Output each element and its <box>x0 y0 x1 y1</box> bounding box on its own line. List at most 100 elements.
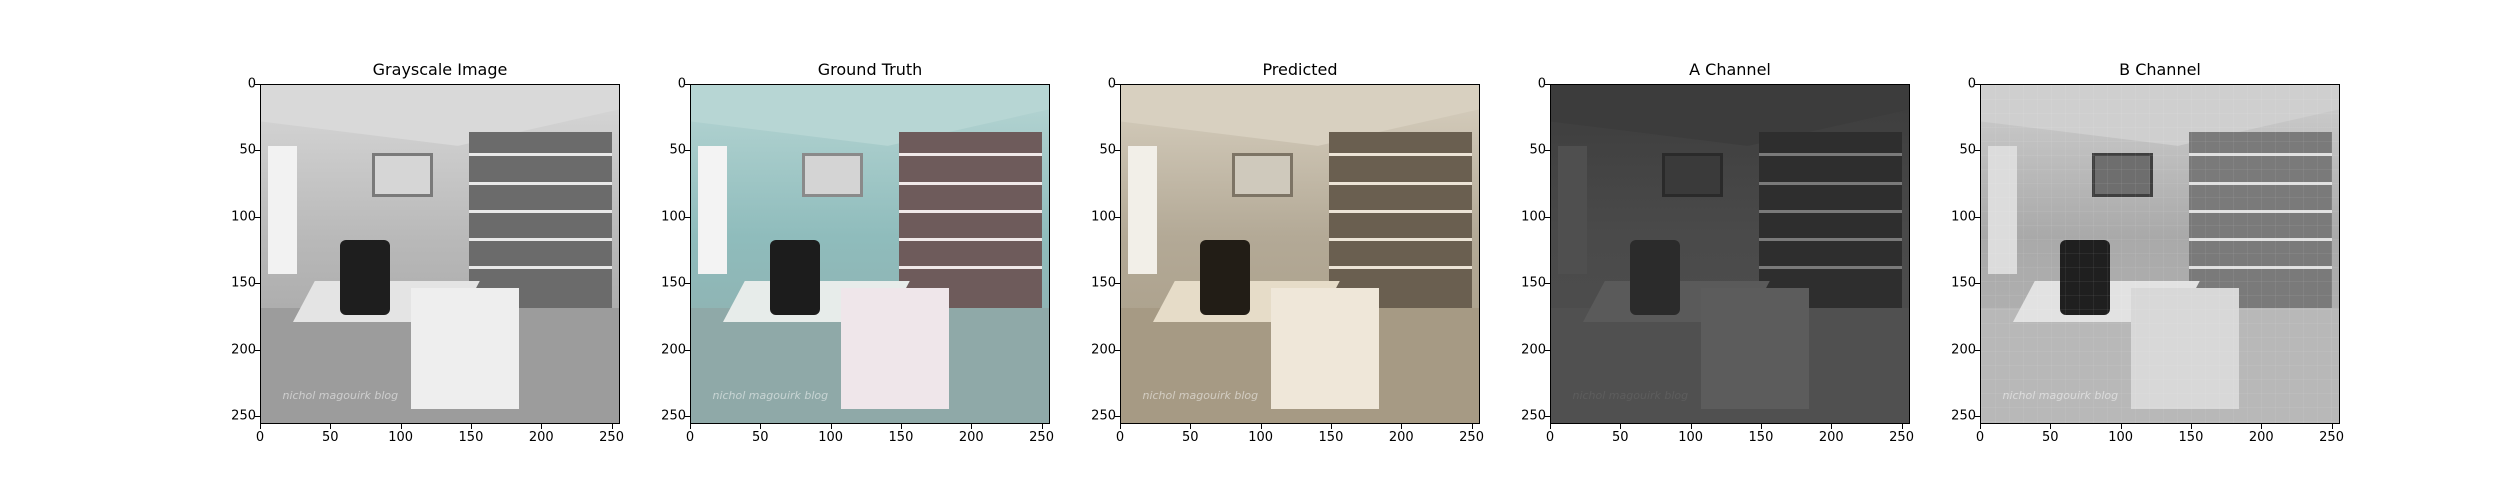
shelf-line <box>898 265 1042 269</box>
y-tick-label: 100 <box>1091 209 1116 225</box>
shelf-line <box>1328 209 1472 213</box>
y-tick-label: 150 <box>1091 275 1116 291</box>
x-tick-mark <box>2261 424 2263 429</box>
x-tick-mark <box>900 424 902 429</box>
x-tick-label: 100 <box>388 430 414 445</box>
y-tick-mark <box>1115 283 1120 285</box>
shelf-line <box>1758 265 1902 269</box>
panel-grayscale: Grayscale Image nichol magouirk blog 0 50 10… <box>231 60 624 450</box>
y-tick-mark <box>685 283 690 285</box>
shelf-line <box>1758 153 1902 157</box>
shelf-line <box>468 209 612 213</box>
y-tick-mark <box>685 84 690 85</box>
x-tick-mark <box>830 424 832 429</box>
y-tick-label: 250 <box>231 408 256 424</box>
watermark: nichol magouirk blog <box>282 389 399 403</box>
y-tick-label: 250 <box>1521 408 1546 424</box>
y-tick-label: 100 <box>661 209 686 225</box>
room-scene: nichol magouirk blog <box>1551 85 1909 423</box>
chair <box>1629 240 1680 315</box>
x-tick-mark <box>1980 424 1981 429</box>
shelf-line <box>2188 153 2332 157</box>
x-tick-label: 250 <box>2319 430 2344 445</box>
shelf-line <box>2188 265 2332 269</box>
shelving-unit <box>2188 132 2332 309</box>
x-tick-mark <box>2190 424 2192 429</box>
x-tick-label: 50 <box>1612 430 1629 445</box>
x-tick-mark <box>470 424 472 429</box>
y-tick-mark <box>1115 216 1120 218</box>
x-tick-label: 250 <box>1459 430 1484 445</box>
y-tick-label: 200 <box>231 342 256 358</box>
shelf-line <box>468 237 612 241</box>
y-tick-mark <box>1975 283 1980 285</box>
y-tick-mark <box>255 216 260 218</box>
image-a-channel: nichol magouirk blog <box>1550 84 1910 424</box>
y-tick-label: 150 <box>231 275 256 291</box>
y-tick-mark <box>1975 84 1980 85</box>
x-tick-mark <box>2331 424 2333 429</box>
x-tick-label: 200 <box>528 430 554 445</box>
x-tick-mark <box>611 424 613 429</box>
x-tick-mark <box>2050 424 2052 429</box>
y-tick-label: 100 <box>1521 209 1546 225</box>
y-tick-label: 200 <box>1521 342 1546 358</box>
x-tick-label: 100 <box>1248 430 1274 445</box>
image-b-channel: nichol magouirk blog <box>1980 84 2340 424</box>
window <box>1128 145 1157 275</box>
y-tick-mark <box>1115 349 1120 351</box>
y-axis-ticks: 0 50 100 150 200 250 <box>1080 77 1116 424</box>
room-scene: nichol magouirk blog <box>261 85 619 423</box>
y-tick-mark <box>1545 416 1550 418</box>
x-tick-mark <box>260 424 261 429</box>
room-scene: nichol magouirk blog <box>1981 85 2339 423</box>
x-tick-label: 0 <box>1975 430 1985 445</box>
y-tick-label: 200 <box>1951 342 1976 358</box>
drawers <box>1701 287 1809 410</box>
x-tick-label: 200 <box>958 430 984 445</box>
x-axis-ticks: 0 50 100 150 200 250 <box>686 430 1054 450</box>
x-tick-mark <box>1760 424 1762 429</box>
x-tick-mark <box>1260 424 1262 429</box>
x-tick-mark <box>400 424 402 429</box>
y-axis-ticks: 0 50 100 150 200 250 <box>1510 77 1546 424</box>
shelf-line <box>898 181 1042 185</box>
y-tick-mark <box>1545 283 1550 285</box>
x-tick-label: 0 <box>255 430 265 445</box>
x-tick-mark <box>1120 424 1121 429</box>
watermark: nichol magouirk blog <box>1142 389 1259 403</box>
drawers <box>841 287 949 410</box>
x-axis-ticks: 0 50 100 150 200 250 <box>256 430 624 450</box>
window <box>1558 145 1587 275</box>
shelf-line <box>898 237 1042 241</box>
shelf-line <box>1328 237 1472 241</box>
y-tick-mark <box>685 216 690 218</box>
panel-b-channel: B Channel nichol magouirk blog 0 50 100 150 20… <box>1951 60 2344 450</box>
x-tick-mark <box>1401 424 1403 429</box>
chair <box>1199 240 1250 315</box>
y-tick-label: 50 <box>1529 142 1546 158</box>
shelf-line <box>2188 181 2332 185</box>
x-tick-label: 250 <box>1889 430 1914 445</box>
y-tick-mark <box>1545 349 1550 351</box>
panel-ground-truth: Ground Truth nichol magouirk blog 0 50 100 15… <box>661 60 1054 450</box>
monitor <box>1231 152 1293 197</box>
shelf-line <box>1328 181 1472 185</box>
y-tick-label: 150 <box>1521 275 1546 291</box>
monitor <box>1661 152 1723 197</box>
image-predicted: nichol magouirk blog <box>1120 84 1480 424</box>
panel-a-channel: A Channel nichol magouirk blog 0 50 100 150 20… <box>1521 60 1914 450</box>
shelf-line <box>468 265 612 269</box>
y-tick-label: 50 <box>239 142 256 158</box>
shelf-line <box>468 153 612 157</box>
x-tick-mark <box>541 424 543 429</box>
x-tick-mark <box>330 424 332 429</box>
shelf-line <box>1758 181 1902 185</box>
y-axis-ticks: 0 50 100 150 200 250 <box>650 77 686 424</box>
y-tick-mark <box>685 349 690 351</box>
y-tick-label: 50 <box>1959 142 1976 158</box>
panel-title: Predicted <box>1262 60 1338 79</box>
x-tick-label: 150 <box>458 430 484 445</box>
x-tick-label: 150 <box>1318 430 1344 445</box>
monitor <box>2091 152 2153 197</box>
